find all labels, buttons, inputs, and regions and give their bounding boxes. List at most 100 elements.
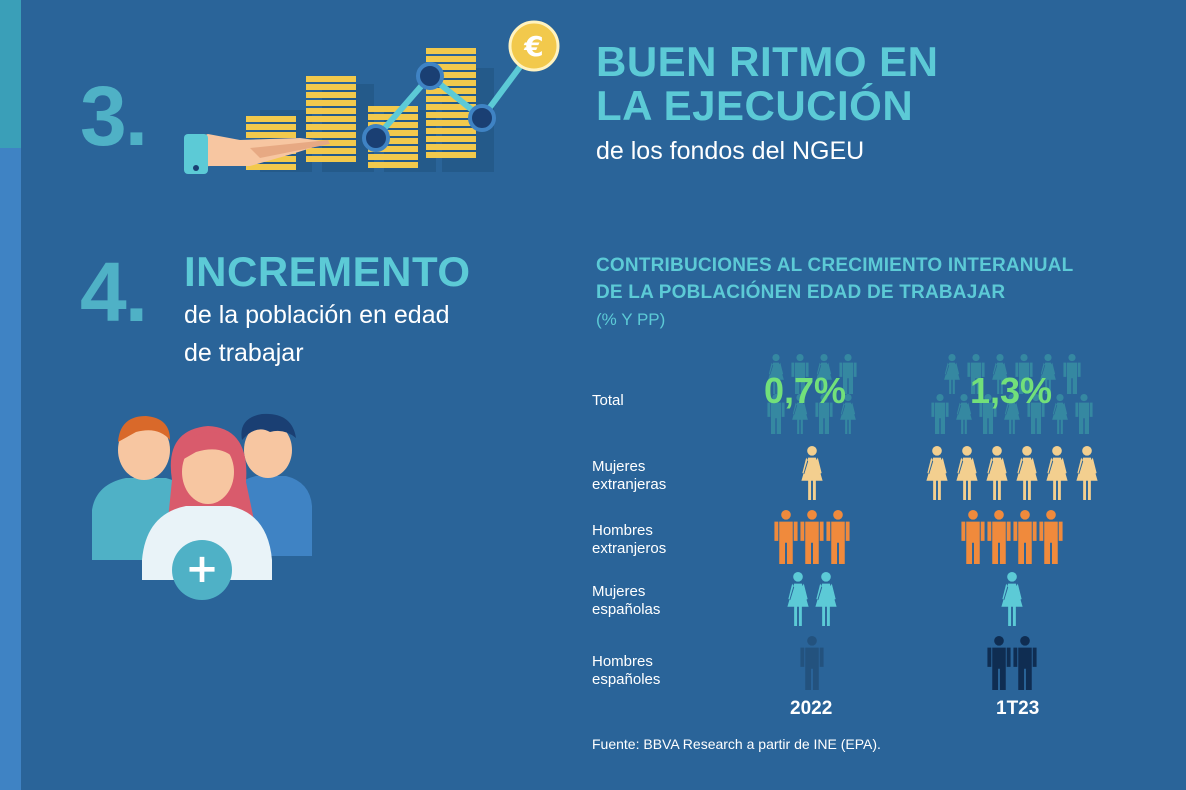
section-3-subtitle: de los fondos del NGEU	[596, 137, 865, 165]
person-icon	[787, 572, 809, 626]
coin-stack-layer	[426, 80, 476, 86]
coin-stack-layer	[306, 84, 356, 90]
total-background-person-icon	[767, 394, 785, 434]
coin-stack-layer	[306, 76, 356, 82]
total-background-person-icon	[1052, 394, 1068, 434]
total-background-person-icon	[768, 354, 784, 394]
coin-stack-layer	[246, 132, 296, 138]
row-label-line-1: Mujeres	[592, 458, 646, 475]
person-icon	[961, 509, 985, 564]
coin-stack-layer	[368, 146, 418, 152]
coin-stack-layer	[306, 156, 356, 162]
section-3-title-line-2: LA EJECUCIÓN	[596, 82, 914, 129]
coin-stack-layer	[368, 162, 418, 168]
hand-with-coin-stacks-and-growth-line-icon: €	[184, 20, 560, 174]
total-background-person-icon	[840, 394, 856, 434]
coin-stack-layer	[368, 130, 418, 136]
total-background-person-icon	[956, 394, 972, 434]
row-label-total-text: Total	[592, 392, 624, 409]
coin-stack-layer	[368, 106, 418, 112]
column-label-1t23: 1T23	[996, 698, 1040, 719]
section-3-title-line-1: BUEN RITMO EN	[596, 38, 939, 85]
coin-stack-layer	[368, 138, 418, 144]
coin-stack-layer	[306, 140, 356, 146]
total-background-person-icon	[1027, 394, 1045, 434]
left-accent-bar-bottom	[0, 148, 21, 790]
coin-stack-layer	[426, 136, 476, 142]
left-accent-bar-top	[0, 0, 21, 148]
group-of-people-icon: +	[92, 413, 312, 600]
coin-stack-layer	[306, 100, 356, 106]
coin-stack-layer	[426, 48, 476, 54]
person-icon	[926, 446, 948, 500]
person-icon	[987, 636, 1011, 690]
person-icon	[986, 446, 1008, 500]
section-4-number: 4.	[80, 245, 148, 339]
total-background-person-icon	[931, 394, 949, 434]
chart-title-line-2: DE LA POBLACIÓNEN EDAD DE TRABAJAR	[596, 282, 1006, 303]
total-background-person-icon	[1040, 354, 1056, 394]
person-icon	[800, 636, 824, 690]
coin-stack-layer	[246, 124, 296, 130]
coin-stack-layer	[306, 132, 356, 138]
plus-symbol: +	[185, 546, 219, 592]
row-label-line-2: españolas	[592, 601, 661, 618]
row-label-mujeres-extranjeras: Mujeres extranjeras	[592, 458, 666, 494]
total-background-person-icon	[815, 394, 833, 434]
coin-stack-layer	[306, 124, 356, 130]
coin-stack-layer	[426, 64, 476, 70]
total-background-person-icon	[1075, 394, 1093, 434]
column-label-2022: 2022	[790, 698, 833, 719]
source-note: Fuente: BBVA Research a partir de INE (E…	[592, 736, 881, 752]
chart-unit: (% Y PP)	[596, 310, 666, 329]
row-label-mujeres-espanolas: Mujeres españolas	[592, 583, 660, 619]
person-icon	[1039, 509, 1063, 564]
total-background-person-icon	[979, 394, 997, 434]
row-label-hombres-extranjeros: Hombres extranjeros	[592, 522, 666, 558]
coin-stack-layer	[368, 122, 418, 128]
total-background-person-icon	[839, 354, 857, 394]
coin-stack-layer	[426, 104, 476, 110]
coin-stack-layer	[306, 116, 356, 122]
coin-stack-layer	[426, 72, 476, 78]
section-4-subtitle-line-1: de la población en edad	[184, 301, 450, 329]
row-label-line-1: Mujeres	[592, 583, 646, 600]
coin-stack-layer	[246, 116, 296, 122]
coin-stack-layer	[426, 120, 476, 126]
coin-stack-layer	[306, 108, 356, 114]
total-value-2022: 0,7%	[764, 370, 847, 411]
total-background-person-icon	[1004, 394, 1020, 434]
coin-stack-layer	[306, 92, 356, 98]
coin-stack-layer	[306, 148, 356, 154]
row-label-line-2: extranjeros	[592, 540, 667, 557]
coin-stack-layer	[368, 154, 418, 160]
coin-stack-layer	[426, 128, 476, 134]
coin-stack-layer	[426, 144, 476, 150]
person-icon	[956, 446, 978, 500]
row-label-line-2: españoles	[592, 671, 661, 688]
total-value-1t23: 1,3%	[970, 370, 1053, 411]
section-4-title: INCREMENTO	[184, 248, 471, 295]
person-icon	[1013, 636, 1037, 690]
row-label-total: Total	[592, 392, 624, 410]
total-background-person-icon	[967, 354, 985, 394]
total-background-person-icon	[1015, 354, 1033, 394]
row-label-line-2: extranjeras	[592, 476, 667, 493]
row-label-hombres-espanoles: Hombres españoles	[592, 653, 660, 689]
total-background-person-icon	[816, 354, 832, 394]
chart-title-line-1: CONTRIBUCIONES AL CRECIMIENTO INTERANUAL	[596, 255, 1074, 276]
total-background-person-icon	[792, 394, 808, 434]
chart-title: CONTRIBUCIONES AL CRECIMIENTO INTERANUAL…	[596, 252, 1136, 306]
person-icon	[1046, 446, 1068, 500]
person-icon	[774, 509, 798, 564]
section-3-number: 3.	[80, 69, 148, 163]
row-label-line-1: Hombres	[592, 522, 653, 539]
person-icon	[801, 446, 823, 500]
total-background-person-icon	[992, 354, 1008, 394]
coin-stack-layer	[426, 96, 476, 102]
person-icon	[1013, 509, 1037, 564]
person-icon	[826, 509, 850, 564]
person-icon	[1076, 446, 1098, 500]
coin-stack-layer	[246, 164, 296, 170]
